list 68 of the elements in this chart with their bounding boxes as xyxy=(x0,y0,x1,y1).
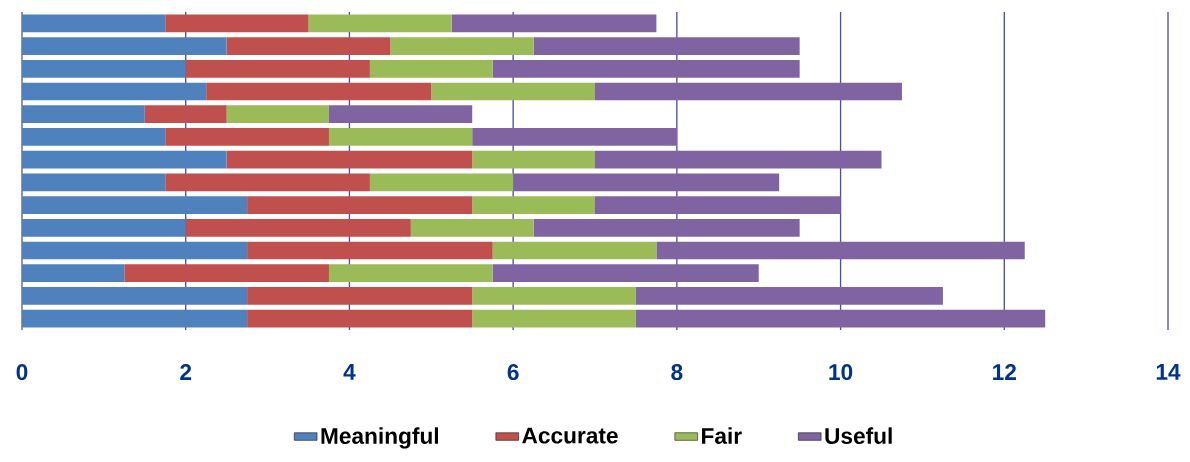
bar xyxy=(22,128,166,146)
bar xyxy=(410,218,534,237)
bar xyxy=(533,37,800,55)
x-tick-label: 6 xyxy=(507,364,519,381)
bar xyxy=(533,218,800,237)
bar xyxy=(472,287,636,305)
bar xyxy=(656,241,1025,260)
bar xyxy=(22,150,227,169)
bar xyxy=(369,59,493,78)
bar xyxy=(595,196,841,214)
bar xyxy=(472,128,677,146)
x-tick-label: 2 xyxy=(180,364,192,380)
bar xyxy=(22,14,166,33)
legend-label: Accurate xyxy=(522,427,618,444)
bar xyxy=(22,105,145,124)
x-tick-label: 14 xyxy=(1156,364,1181,380)
bar xyxy=(369,173,514,192)
bar xyxy=(472,196,595,214)
legend-label: Meaningful xyxy=(321,427,438,449)
x-tick-label: 10 xyxy=(829,364,853,381)
legend-label: Useful xyxy=(825,427,892,444)
bar xyxy=(328,105,473,124)
bar xyxy=(165,14,309,33)
bar xyxy=(22,37,227,55)
bar xyxy=(595,150,882,169)
bar xyxy=(431,82,595,101)
bar xyxy=(472,150,595,169)
bar xyxy=(22,309,248,328)
x-tick-label: 12 xyxy=(993,364,1016,380)
x-tick-label: 0 xyxy=(16,364,28,381)
x-tick-label: 8 xyxy=(671,364,683,381)
x-tick-label: 4 xyxy=(343,364,356,380)
bar xyxy=(451,14,657,33)
bar xyxy=(247,287,473,305)
bar xyxy=(635,287,943,305)
bar xyxy=(165,173,370,192)
bar xyxy=(390,37,534,55)
bar xyxy=(513,173,780,192)
bar xyxy=(165,128,329,146)
bar xyxy=(492,264,759,283)
bar xyxy=(22,196,248,214)
bar xyxy=(247,309,473,328)
bar xyxy=(22,264,125,283)
bar xyxy=(635,309,1046,328)
bar xyxy=(328,264,493,283)
bar xyxy=(22,173,166,192)
bar xyxy=(185,218,411,237)
bar xyxy=(328,128,473,146)
bar xyxy=(185,59,370,78)
bar xyxy=(144,105,227,124)
bar xyxy=(22,287,248,305)
bar xyxy=(226,105,329,124)
bar xyxy=(22,241,248,260)
bar xyxy=(226,150,473,169)
legend-label: Fair xyxy=(702,427,742,444)
bar xyxy=(124,264,329,283)
bar xyxy=(206,82,432,101)
bar xyxy=(492,59,800,78)
bar xyxy=(22,218,186,237)
bar xyxy=(308,14,452,33)
bar xyxy=(472,309,636,328)
bar xyxy=(226,37,391,55)
bar xyxy=(22,82,207,101)
bar xyxy=(595,82,902,101)
bar xyxy=(247,241,493,260)
bar xyxy=(22,59,186,78)
bar xyxy=(247,196,473,214)
bar xyxy=(492,241,657,260)
